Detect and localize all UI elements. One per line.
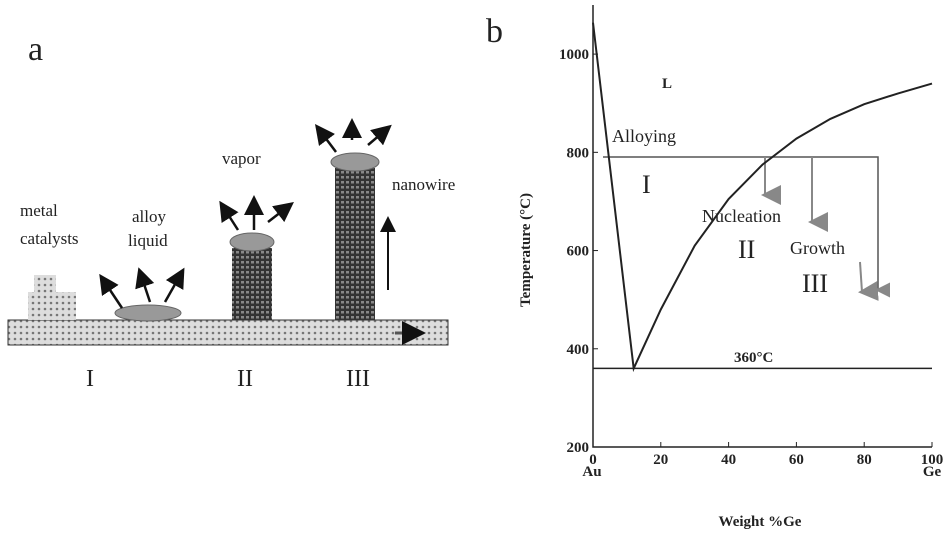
panel-label: b (486, 13, 503, 50)
annotation: Nucleation (702, 206, 781, 226)
x-end-label: Au (582, 464, 601, 480)
axes (592, 5, 932, 448)
arrows (99, 118, 396, 309)
substrate (7, 319, 449, 346)
x-tick-label: 80 (857, 452, 872, 468)
annotation: 360°C (734, 350, 773, 366)
y-tick-label: 1000 (559, 47, 589, 63)
label: metal (20, 201, 58, 220)
stage: I (86, 366, 94, 392)
catalyst-cap (229, 232, 275, 252)
x-tick-label: 40 (721, 452, 736, 468)
x-tick-label: 100 (921, 452, 944, 468)
label: nanowire (392, 175, 455, 194)
x-tick-label: 60 (789, 452, 804, 468)
annotation: III (802, 269, 828, 298)
annotation: Alloying (612, 126, 676, 146)
stage: III (346, 366, 370, 392)
annotation: L (662, 76, 672, 92)
y-tick-label: 600 (567, 244, 590, 260)
x-tick-label: 0 (589, 452, 597, 468)
y-tick-label: 200 (567, 440, 590, 456)
nanowire (335, 168, 375, 320)
panel-label: a (28, 31, 43, 68)
label: catalysts (20, 229, 79, 248)
x-end-label: Ge (923, 464, 942, 480)
annotation: Growth (790, 238, 845, 258)
y-tick-label: 800 (567, 145, 590, 161)
path-line (603, 156, 890, 298)
y-tick-label: 400 (567, 342, 590, 358)
stage: II (237, 366, 253, 392)
catalyst (28, 292, 76, 320)
nanowire (232, 248, 272, 320)
arrow (858, 261, 879, 301)
x-axis-label: Weight %Ge (719, 514, 802, 530)
annotation: I (642, 170, 651, 199)
catalyst (34, 275, 56, 295)
annotation: II (738, 235, 755, 264)
label: liquid (128, 231, 168, 250)
alloy-droplet (114, 304, 182, 322)
catalyst-cap (330, 152, 380, 172)
label: alloy (132, 207, 166, 226)
label: vapor (222, 149, 261, 168)
liquidus (592, 22, 933, 373)
y-axis-label: Temperature (°C) (518, 193, 534, 307)
x-tick-label: 20 (653, 452, 668, 468)
